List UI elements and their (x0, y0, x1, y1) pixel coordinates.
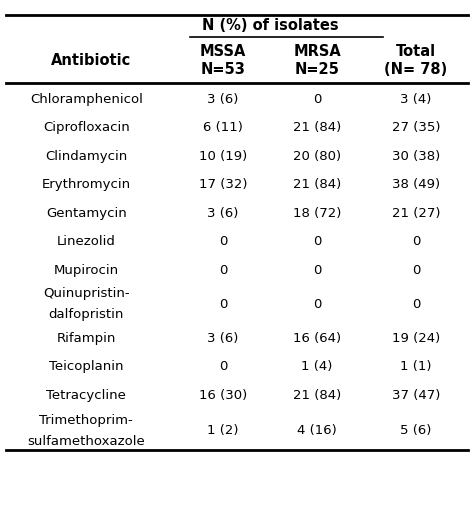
Text: 38 (49): 38 (49) (392, 178, 440, 191)
Text: Mupirocin: Mupirocin (54, 264, 119, 277)
Text: 0: 0 (219, 235, 227, 248)
Text: 10 (19): 10 (19) (199, 150, 247, 162)
Text: Trimethoprim-: Trimethoprim- (39, 414, 133, 427)
Text: 18 (72): 18 (72) (293, 207, 341, 220)
Text: 3 (6): 3 (6) (207, 207, 238, 220)
Text: 0: 0 (313, 264, 321, 277)
Text: 17 (32): 17 (32) (199, 178, 247, 191)
Text: Ciprofloxacin: Ciprofloxacin (43, 121, 129, 134)
Text: 3 (6): 3 (6) (207, 332, 238, 345)
Text: 1 (4): 1 (4) (301, 361, 333, 373)
Text: 0: 0 (313, 92, 321, 106)
Text: MRSA: MRSA (293, 44, 341, 59)
Text: 6 (11): 6 (11) (203, 121, 243, 134)
Text: 0: 0 (313, 298, 321, 311)
Text: Erythromycin: Erythromycin (42, 178, 131, 191)
Text: N=25: N=25 (295, 62, 339, 76)
Text: 4 (16): 4 (16) (297, 424, 337, 438)
Text: N=53: N=53 (201, 62, 246, 76)
Text: 5 (6): 5 (6) (401, 424, 432, 438)
Text: 0: 0 (219, 298, 227, 311)
Text: Tetracycline: Tetracycline (46, 389, 126, 402)
Text: Rifampin: Rifampin (56, 332, 116, 345)
Text: 37 (47): 37 (47) (392, 389, 440, 402)
Text: 27 (35): 27 (35) (392, 121, 440, 134)
Text: Gentamycin: Gentamycin (46, 207, 127, 220)
Text: 3 (6): 3 (6) (207, 92, 238, 106)
Text: N (%) of isolates: N (%) of isolates (201, 18, 338, 33)
Text: Quinupristin-: Quinupristin- (43, 287, 129, 300)
Text: 0: 0 (313, 235, 321, 248)
Text: MSSA: MSSA (200, 44, 246, 59)
Text: 30 (38): 30 (38) (392, 150, 440, 162)
Text: 16 (30): 16 (30) (199, 389, 247, 402)
Text: 21 (84): 21 (84) (293, 121, 341, 134)
Text: 19 (24): 19 (24) (392, 332, 440, 345)
Text: 0: 0 (412, 298, 420, 311)
Text: 0: 0 (219, 264, 227, 277)
Text: dalfopristin: dalfopristin (48, 309, 124, 321)
Text: 0: 0 (219, 361, 227, 373)
Text: 20 (80): 20 (80) (293, 150, 341, 162)
Text: Total: Total (396, 44, 436, 59)
Text: Teicoplanin: Teicoplanin (49, 361, 123, 373)
Text: 0: 0 (412, 264, 420, 277)
Text: 21 (84): 21 (84) (293, 178, 341, 191)
Text: 0: 0 (412, 235, 420, 248)
Text: sulfamethoxazole: sulfamethoxazole (27, 435, 145, 448)
Text: 3 (4): 3 (4) (401, 92, 432, 106)
Text: 21 (84): 21 (84) (293, 389, 341, 402)
Text: 21 (27): 21 (27) (392, 207, 440, 220)
Text: Clindamycin: Clindamycin (45, 150, 128, 162)
Text: Linezolid: Linezolid (57, 235, 116, 248)
Text: Antibiotic: Antibiotic (51, 53, 131, 68)
Text: Chloramphenicol: Chloramphenicol (30, 92, 143, 106)
Text: 1 (1): 1 (1) (401, 361, 432, 373)
Text: (N= 78): (N= 78) (384, 62, 447, 76)
Text: 1 (2): 1 (2) (207, 424, 238, 438)
Text: 16 (64): 16 (64) (293, 332, 341, 345)
